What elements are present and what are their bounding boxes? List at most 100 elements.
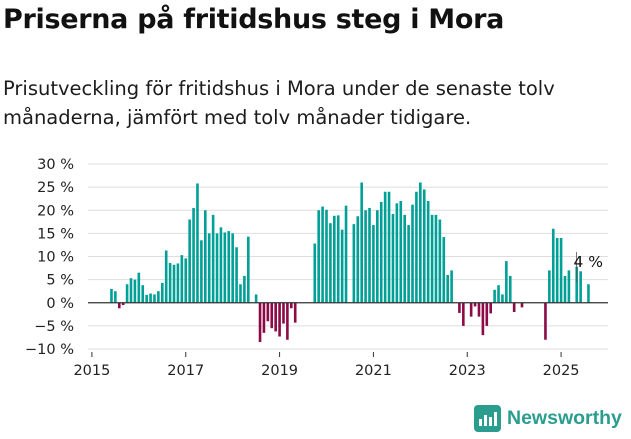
x-tick-label: 2017 bbox=[167, 363, 204, 379]
newsworthy-logo-icon bbox=[474, 405, 501, 432]
brand-logo: Newsworthy bbox=[474, 405, 622, 432]
bar bbox=[336, 215, 340, 303]
bar bbox=[168, 262, 172, 303]
bar bbox=[555, 238, 559, 303]
bar bbox=[575, 266, 579, 303]
bar bbox=[110, 288, 113, 303]
bar bbox=[215, 233, 219, 303]
bar bbox=[176, 263, 180, 303]
bar bbox=[473, 302, 477, 307]
bar bbox=[551, 228, 555, 303]
bar bbox=[446, 275, 449, 303]
y-tick-label: 5 % bbox=[46, 273, 74, 289]
bar bbox=[422, 189, 426, 303]
bar bbox=[442, 237, 446, 303]
bar bbox=[477, 302, 481, 317]
bar bbox=[149, 293, 152, 303]
bar bbox=[411, 204, 414, 303]
bar bbox=[270, 302, 274, 329]
bar bbox=[340, 229, 344, 303]
bar bbox=[227, 231, 231, 303]
bar bbox=[239, 284, 242, 303]
bar bbox=[430, 214, 434, 303]
bar bbox=[360, 182, 363, 303]
bar bbox=[293, 302, 297, 323]
y-axis-labels: −10 % −5 % 0 % 5 % 10 % 15 % 20 % 25 % 30 % bbox=[25, 157, 74, 358]
bar bbox=[133, 279, 137, 303]
bar bbox=[512, 302, 516, 312]
bar bbox=[520, 302, 524, 308]
y-tick-label: 10 % bbox=[37, 250, 74, 266]
bar bbox=[559, 238, 563, 303]
bar bbox=[247, 236, 250, 303]
bar bbox=[383, 191, 387, 303]
bar bbox=[469, 302, 473, 317]
bar bbox=[129, 278, 133, 303]
bar bbox=[364, 210, 367, 303]
bar bbox=[274, 302, 277, 332]
bar bbox=[188, 219, 191, 303]
bar bbox=[172, 264, 176, 303]
bar bbox=[211, 214, 215, 303]
bar bbox=[489, 302, 493, 314]
x-tick-label: 2021 bbox=[355, 363, 392, 379]
bar bbox=[403, 214, 406, 303]
bar bbox=[368, 207, 371, 303]
bar bbox=[426, 201, 430, 303]
bar bbox=[329, 223, 332, 303]
bar bbox=[231, 233, 234, 303]
bar bbox=[278, 302, 281, 337]
bar bbox=[434, 214, 438, 303]
bar bbox=[286, 302, 289, 340]
bar bbox=[317, 210, 320, 303]
bar bbox=[481, 302, 485, 336]
bar bbox=[192, 207, 195, 303]
bar bbox=[235, 247, 238, 303]
bar bbox=[563, 275, 567, 303]
bar bbox=[160, 282, 164, 303]
bar bbox=[501, 294, 504, 303]
bar bbox=[125, 284, 129, 303]
brand-name: Newsworthy bbox=[507, 407, 622, 429]
bar bbox=[117, 302, 121, 309]
bar bbox=[321, 206, 324, 303]
bar bbox=[352, 224, 356, 303]
bar bbox=[450, 270, 453, 303]
bar bbox=[544, 302, 547, 340]
bar bbox=[114, 291, 117, 303]
bar bbox=[184, 258, 188, 303]
page-subtitle: Prisutveckling för fritidshus i Mora und… bbox=[3, 77, 555, 129]
y-tick-label: 20 % bbox=[37, 203, 74, 219]
bar bbox=[438, 219, 442, 303]
bar bbox=[219, 227, 223, 303]
bars bbox=[110, 182, 590, 343]
bar bbox=[282, 302, 285, 324]
bar bbox=[391, 213, 395, 303]
bar bbox=[145, 294, 148, 303]
bar bbox=[387, 191, 391, 303]
bar bbox=[203, 210, 207, 303]
bar bbox=[419, 182, 422, 303]
bar bbox=[379, 201, 383, 303]
bar bbox=[497, 285, 500, 303]
annotation-label: 4 % bbox=[573, 253, 603, 271]
bar bbox=[356, 216, 360, 303]
bar bbox=[395, 203, 399, 303]
bar bbox=[579, 271, 582, 303]
bar bbox=[223, 232, 227, 303]
annotations: 4 % bbox=[573, 252, 603, 283]
bar bbox=[262, 302, 266, 333]
bar bbox=[415, 191, 418, 303]
x-axis: 2015 2017 2019 2021 2023 2025 bbox=[73, 302, 608, 379]
bar bbox=[258, 302, 262, 343]
bar bbox=[376, 210, 379, 303]
bar bbox=[407, 225, 410, 303]
bar bbox=[254, 294, 258, 303]
y-tick-label: 25 % bbox=[37, 180, 74, 196]
bar bbox=[207, 233, 211, 303]
x-tick-label: 2023 bbox=[449, 363, 486, 379]
y-tick-label: 0 % bbox=[46, 296, 74, 312]
bar bbox=[462, 302, 465, 326]
bar bbox=[548, 270, 551, 303]
